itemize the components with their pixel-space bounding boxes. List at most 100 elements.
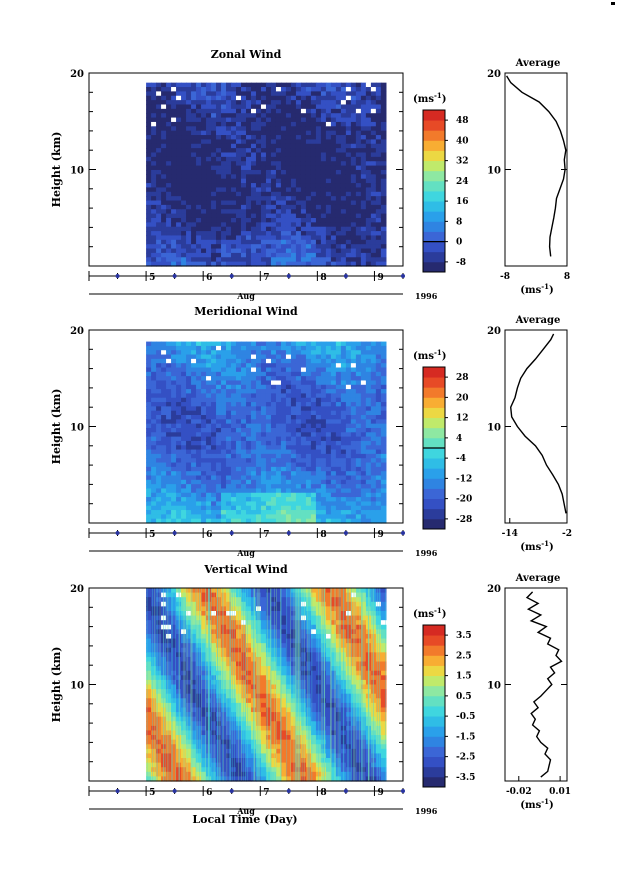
heatmap-cell xyxy=(295,466,302,472)
heatmap-cell xyxy=(146,389,152,395)
heatmap-cell xyxy=(151,135,157,141)
heatmap-cell xyxy=(340,427,347,433)
heatmap-cell xyxy=(171,213,177,219)
heatmap-cell xyxy=(255,518,262,524)
heatmap-cell xyxy=(201,363,207,369)
heatmap-cell xyxy=(270,117,277,123)
heatmap-cell xyxy=(350,462,357,468)
heatmap-cell xyxy=(211,675,217,681)
heatmap-cell xyxy=(335,178,342,184)
heatmap-cell xyxy=(206,135,212,141)
heatmap-cell xyxy=(275,436,282,442)
heatmap-cell xyxy=(305,479,312,485)
heatmap-cell xyxy=(201,100,207,106)
heatmap-cell xyxy=(355,458,362,464)
heatmap-cell xyxy=(211,497,217,502)
heatmap-cell xyxy=(216,217,222,223)
heatmap-cell xyxy=(246,217,252,223)
heatmap-cell xyxy=(370,248,377,254)
heatmap-cell xyxy=(310,209,317,215)
heatmap-cell xyxy=(206,354,212,360)
heatmap-cell xyxy=(156,363,162,369)
heatmap-cell xyxy=(181,341,187,347)
heatmap-cell xyxy=(310,191,317,197)
heatmap-cell xyxy=(246,397,252,403)
heatmap-cell xyxy=(236,95,242,101)
heatmap-cell xyxy=(255,156,262,162)
heatmap-cell xyxy=(231,183,237,189)
heatmap-cell xyxy=(231,402,237,407)
heatmap-cell xyxy=(325,514,332,520)
heatmap-cell xyxy=(211,776,217,782)
heatmap-cell xyxy=(345,87,352,92)
heatmap-cell xyxy=(236,367,242,373)
heatmap-cell xyxy=(320,169,327,175)
heatmap-cell xyxy=(211,693,217,699)
x-marker xyxy=(286,531,291,535)
corner-mark xyxy=(611,2,615,5)
heatmap-cell xyxy=(300,419,307,425)
heatmap-cell xyxy=(285,222,292,228)
heatmap-cell xyxy=(186,652,192,658)
heatmap-cell xyxy=(380,174,387,180)
heatmap-cell xyxy=(370,178,377,184)
heatmap-cell xyxy=(241,239,247,245)
heatmap-cell xyxy=(280,415,287,420)
colorbar-swatch xyxy=(423,518,445,530)
heatmap-cell xyxy=(365,419,372,425)
heatmap-cell xyxy=(365,100,372,106)
heatmap-cell xyxy=(186,471,192,477)
heatmap-cell xyxy=(315,165,322,171)
heatmap-cell xyxy=(310,415,317,420)
heatmap-cell xyxy=(350,117,357,123)
heatmap-cell xyxy=(255,239,262,245)
heatmap-cell xyxy=(365,135,372,141)
heatmap-cell xyxy=(201,693,207,699)
heatmap-cell xyxy=(236,161,242,167)
heatmap-cell xyxy=(315,257,322,263)
heatmap-cell xyxy=(305,108,312,114)
heatmap-cell xyxy=(181,104,187,110)
heatmap-cell xyxy=(176,497,182,502)
heatmap-cell xyxy=(171,707,177,713)
heatmap-cell xyxy=(335,113,342,119)
heatmap-cell xyxy=(255,226,262,232)
heatmap-cell xyxy=(320,117,327,123)
heatmap-cell xyxy=(280,458,287,464)
heatmap-cell xyxy=(246,415,252,420)
heatmap-cell xyxy=(350,113,357,119)
heatmap-cell xyxy=(146,479,152,485)
heatmap-cell xyxy=(300,484,307,490)
heatmap-cell xyxy=(226,748,232,755)
heatmap-cell xyxy=(206,187,212,193)
heatmap-cell xyxy=(360,488,367,494)
heatmap-cell xyxy=(285,156,292,162)
heatmap-cell xyxy=(191,376,197,382)
heatmap-cell xyxy=(181,689,187,695)
heatmap-cell xyxy=(156,226,162,232)
heatmap-cell xyxy=(196,363,202,369)
heatmap-cell xyxy=(375,363,382,369)
heatmap-cell xyxy=(236,235,242,241)
heatmap-cell xyxy=(196,389,202,395)
colorbar-swatch xyxy=(423,397,445,408)
heatmap-cell xyxy=(186,130,192,136)
heatmap-cell xyxy=(216,121,222,127)
heatmap-cell xyxy=(375,367,382,373)
heatmap-cell xyxy=(171,606,177,612)
heatmap-cell xyxy=(231,652,237,658)
heatmap-cell xyxy=(295,239,302,245)
heatmap-cell xyxy=(370,350,377,356)
heatmap-cell xyxy=(151,652,157,658)
heatmap-cell xyxy=(151,217,157,223)
heatmap-cell xyxy=(161,376,167,382)
heatmap-cell xyxy=(146,610,152,617)
heatmap-cell xyxy=(310,130,317,136)
heatmap-cell xyxy=(255,427,262,433)
heatmap-cell xyxy=(151,104,157,110)
heatmap-cell xyxy=(325,393,332,399)
heatmap-cell xyxy=(310,510,317,515)
heatmap-cell xyxy=(186,592,192,598)
heatmap-cell xyxy=(290,410,297,416)
heatmap-cell xyxy=(255,488,262,494)
